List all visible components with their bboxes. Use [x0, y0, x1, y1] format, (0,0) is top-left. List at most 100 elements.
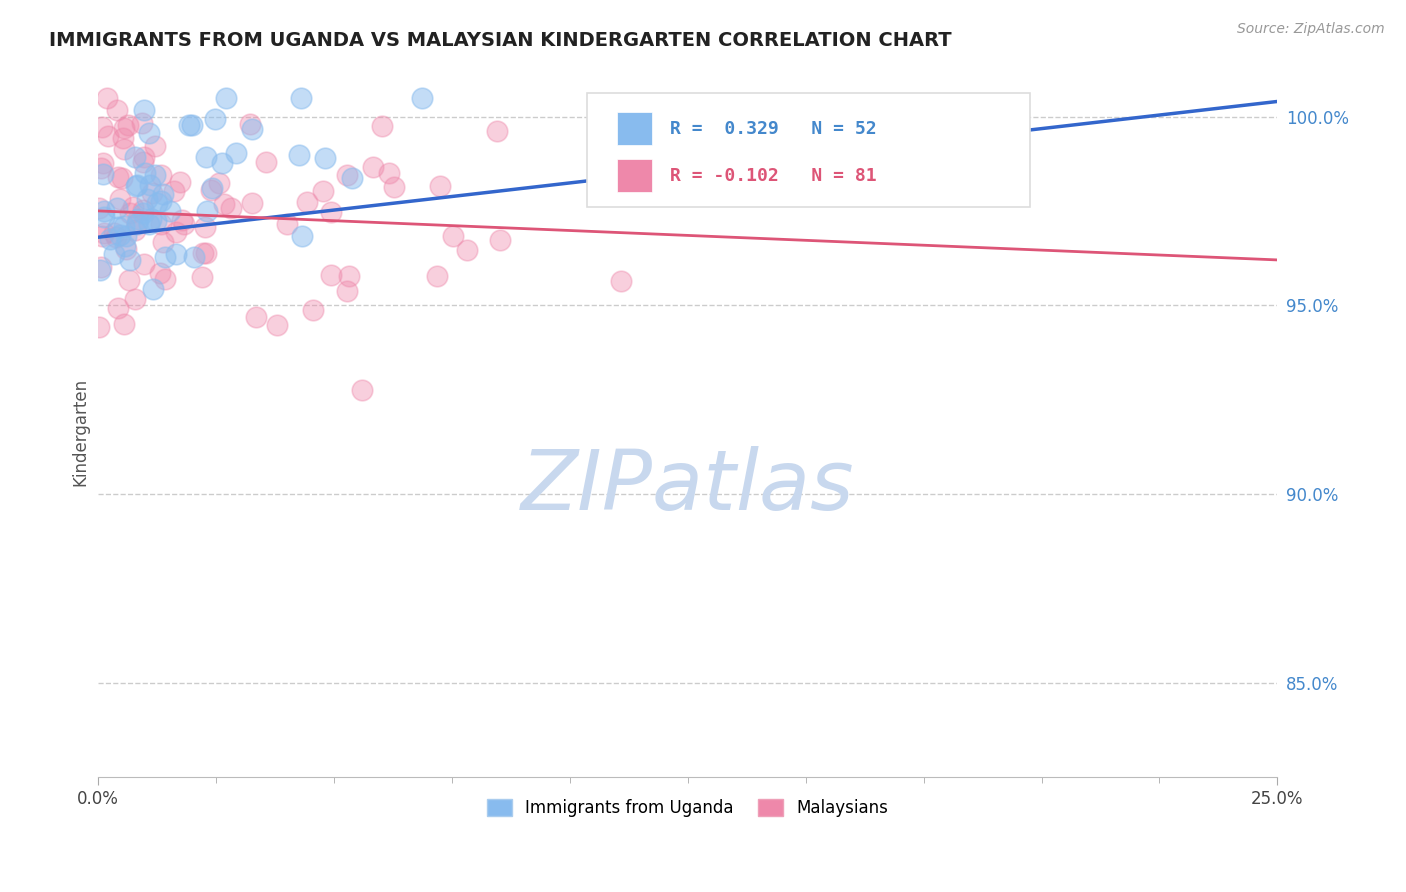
Point	[115, 243, 138, 257]
Point	[127, 217, 149, 231]
Point	[112, 142, 135, 156]
Point	[127, 211, 149, 226]
Point	[108, 228, 131, 243]
Point	[149, 194, 172, 208]
Point	[115, 228, 138, 243]
Point	[256, 155, 278, 169]
Point	[90, 260, 112, 274]
Point	[382, 180, 405, 194]
Point	[131, 115, 153, 129]
Point	[195, 245, 218, 260]
Point	[91, 229, 114, 244]
Point	[165, 247, 187, 261]
Point	[135, 192, 157, 206]
Point	[276, 217, 298, 231]
Point	[124, 292, 146, 306]
Point	[152, 235, 174, 250]
Point	[266, 318, 288, 332]
Point	[91, 155, 114, 169]
Point	[125, 216, 148, 230]
Point	[90, 161, 112, 176]
Point	[173, 217, 195, 231]
Point	[290, 91, 312, 105]
Point	[426, 268, 449, 283]
Point	[194, 220, 217, 235]
Point	[120, 205, 142, 219]
Point	[163, 184, 186, 198]
Point	[124, 222, 146, 236]
Point	[143, 139, 166, 153]
Point	[98, 231, 121, 245]
Point	[103, 226, 125, 240]
Point	[87, 201, 110, 215]
Point	[219, 201, 242, 215]
Point	[105, 201, 128, 215]
Point	[245, 310, 267, 325]
Point	[172, 213, 194, 227]
Point	[336, 168, 359, 182]
Point	[143, 168, 166, 182]
Point	[103, 247, 125, 261]
Point	[342, 170, 364, 185]
Point	[169, 175, 191, 189]
Point	[141, 212, 163, 227]
Point	[112, 121, 135, 136]
Point	[456, 243, 478, 257]
Point	[125, 178, 148, 193]
Point	[142, 282, 165, 296]
Point	[212, 197, 235, 211]
Point	[194, 150, 217, 164]
Point	[159, 204, 181, 219]
Text: Source: ZipAtlas.com: Source: ZipAtlas.com	[1237, 22, 1385, 37]
Point	[150, 168, 173, 182]
Point	[609, 274, 631, 288]
Point	[378, 166, 401, 180]
Point	[105, 103, 128, 117]
Point	[319, 268, 342, 282]
Point	[337, 268, 360, 283]
Point	[153, 272, 176, 286]
Point	[302, 302, 325, 317]
Point	[165, 225, 187, 239]
Point	[112, 219, 135, 233]
Bar	[617, 159, 652, 193]
Point	[204, 112, 226, 126]
Point	[242, 195, 264, 210]
Point	[141, 186, 163, 201]
Point	[87, 320, 110, 334]
Point	[145, 195, 167, 210]
Point	[191, 245, 214, 260]
Point	[429, 179, 451, 194]
Point	[138, 217, 160, 231]
Point	[97, 129, 120, 144]
Point	[336, 284, 359, 298]
Point	[149, 217, 172, 231]
Point	[117, 119, 139, 133]
Point	[350, 383, 373, 397]
Point	[225, 146, 247, 161]
Text: R =  0.329   N = 52: R = 0.329 N = 52	[669, 120, 876, 137]
Point	[208, 176, 231, 190]
Point	[215, 91, 238, 105]
Point	[132, 155, 155, 169]
Point	[145, 214, 167, 228]
Point	[114, 239, 136, 253]
Point	[139, 178, 162, 193]
Point	[177, 119, 200, 133]
Point	[124, 150, 146, 164]
Point	[361, 161, 384, 175]
Point	[93, 203, 115, 218]
Point	[239, 117, 262, 131]
Point	[107, 170, 129, 185]
Point	[371, 119, 394, 133]
Point	[104, 230, 127, 244]
Point	[118, 252, 141, 267]
Point	[240, 122, 263, 136]
Point	[183, 251, 205, 265]
Point	[93, 167, 115, 181]
Point	[91, 120, 114, 134]
Point	[96, 91, 118, 105]
Point	[200, 183, 222, 197]
Point	[489, 233, 512, 247]
Point	[132, 203, 155, 218]
